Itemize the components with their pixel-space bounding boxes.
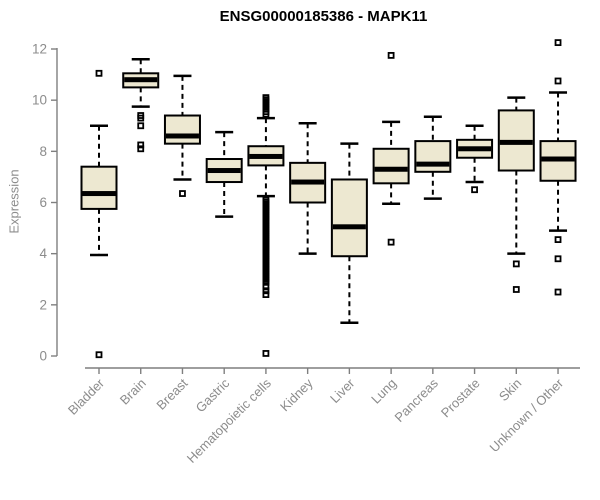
x-tick-label: Kidney	[277, 375, 316, 414]
median-line	[207, 168, 241, 174]
outlier-point	[262, 110, 270, 118]
x-tick-label: Gastric	[193, 375, 233, 415]
boxplot-group-liver	[330, 142, 368, 324]
outlier-point	[387, 51, 395, 59]
chart-title: ENSG00000185386 - MAPK11	[219, 8, 428, 25]
y-tick-label: 6	[39, 195, 47, 210]
median-line	[291, 179, 325, 185]
x-tick-label: Liver	[327, 375, 358, 406]
outlier-point	[554, 288, 562, 296]
x-tick-label: Brain	[117, 376, 149, 408]
boxplot-group-skin	[497, 96, 535, 293]
median-line	[332, 224, 366, 230]
outlier-point	[471, 186, 478, 194]
iqr-box	[80, 165, 118, 210]
x-tick-label: Skin	[496, 376, 524, 404]
outlier-point	[554, 77, 562, 85]
median-line	[541, 156, 575, 162]
boxplot-group-brain	[122, 57, 160, 153]
boxplot-group-breast	[163, 74, 201, 197]
outlier-point	[554, 255, 562, 263]
median-line	[499, 139, 533, 145]
boxplot-group-kidney	[289, 121, 327, 255]
outlier-point	[95, 69, 103, 77]
x-tick-label: Pancreas	[392, 375, 442, 425]
outlier-point	[137, 122, 145, 130]
boxplot-group-lung	[372, 51, 410, 246]
median-line	[82, 191, 116, 197]
y-tick-label: 4	[39, 246, 47, 261]
outlier-point	[262, 350, 270, 357]
median-line	[374, 166, 408, 172]
iqr-box	[330, 178, 368, 258]
x-tick-label: Prostate	[438, 376, 483, 421]
outlier-point	[554, 39, 562, 47]
y-tick-label: 2	[39, 297, 47, 312]
iqr-box	[372, 147, 410, 185]
outlier-point	[262, 283, 270, 291]
boxplot-group-hematopoietic-cells	[247, 94, 285, 357]
outlier-point	[95, 351, 103, 359]
boxplot-group-pancreas	[414, 115, 452, 200]
outlier-point	[179, 190, 186, 197]
outlier-point	[137, 114, 145, 122]
iqr-box	[163, 114, 201, 145]
median-line	[249, 153, 283, 159]
x-tick-label: Lung	[368, 376, 399, 407]
y-tick-label: 8	[39, 144, 47, 159]
boxplot-group-bladder	[80, 69, 118, 359]
x-tick-label: Unknown / Other	[487, 375, 567, 455]
y-tick-label: 12	[32, 42, 47, 57]
outlier-point	[262, 287, 270, 295]
median-line	[416, 161, 450, 167]
iqr-box	[414, 140, 452, 173]
x-tick-label: Bladder	[65, 375, 108, 418]
y-tick-label: 10	[32, 93, 47, 108]
outlier-point	[387, 238, 395, 246]
median-line	[458, 146, 492, 152]
outlier-point	[554, 236, 562, 243]
boxplot-group-prostate	[456, 124, 494, 194]
outlier-point	[512, 260, 520, 268]
outlier-point	[512, 286, 520, 293]
axes	[51, 48, 580, 374]
outlier-point	[137, 145, 145, 153]
x-tick-label: Breast	[153, 375, 190, 412]
median-line	[165, 133, 199, 139]
y-tick-label: 0	[39, 349, 47, 364]
outlier-point	[262, 291, 270, 299]
boxplot-group-gastric	[205, 130, 243, 218]
outlier-point	[137, 141, 145, 149]
median-line	[124, 77, 158, 83]
boxplot-group-unknown-other	[539, 39, 577, 296]
